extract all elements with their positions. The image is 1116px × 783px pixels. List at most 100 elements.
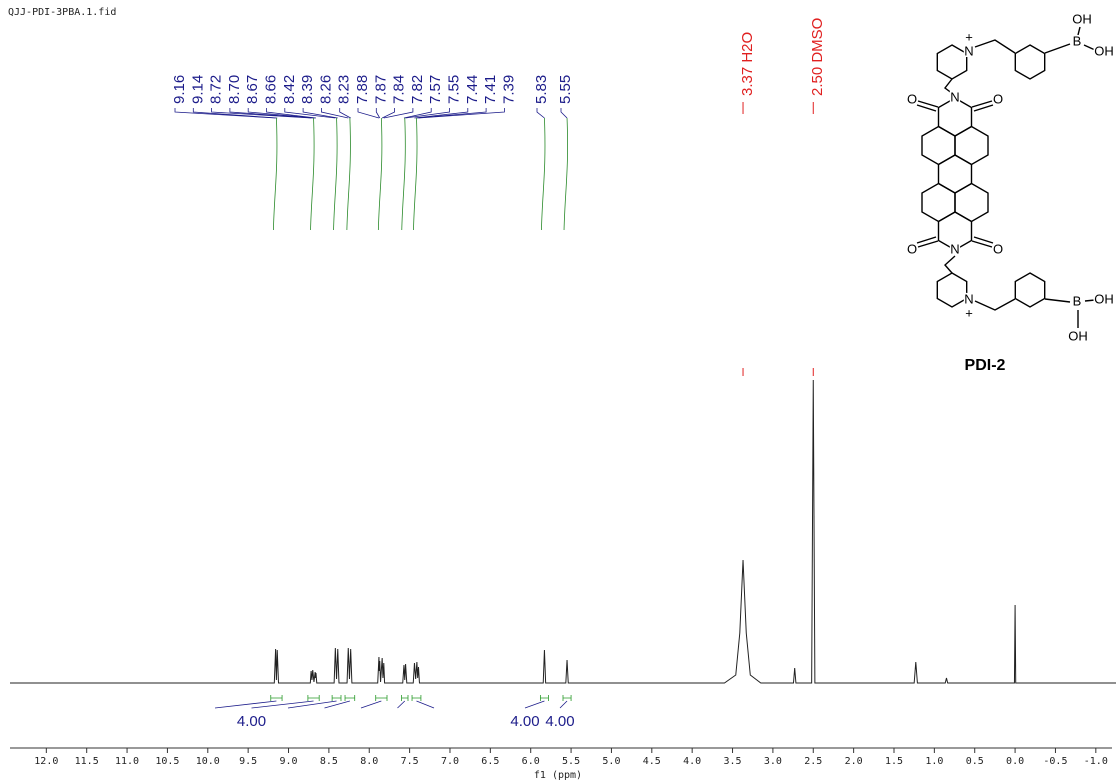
peak-leader	[560, 108, 568, 119]
x-tick-label: 8.5	[320, 756, 338, 767]
peak-leader	[536, 108, 545, 119]
integral-curve	[563, 117, 568, 231]
integral-curve	[346, 117, 351, 231]
peak-leader	[247, 108, 316, 119]
integral-leader	[559, 700, 568, 709]
x-tick-label: 0.0	[1006, 756, 1024, 767]
integral-curve	[333, 117, 338, 231]
atom-label: N	[950, 89, 959, 104]
bond	[973, 104, 994, 112]
spectrum-line	[10, 379, 1116, 684]
bond	[917, 100, 939, 108]
bond	[974, 39, 1016, 54]
peak-leader	[357, 108, 380, 119]
x-tick-label: 7.5	[401, 756, 419, 767]
solvent-label: 3.37 H2O	[739, 32, 756, 96]
integral-bracket	[539, 695, 549, 701]
integral-bracket	[344, 695, 356, 701]
ring	[937, 154, 973, 194]
peak-leader	[418, 108, 505, 119]
peak-leader	[381, 108, 396, 119]
peak-leader	[414, 108, 469, 119]
x-tick-label: 1.5	[885, 756, 903, 767]
integral-label: 4.00	[237, 713, 266, 730]
ring	[1014, 44, 1046, 80]
atom-label: B	[1073, 33, 1082, 48]
atom-label: OH	[1094, 291, 1114, 306]
peak-leader	[229, 108, 313, 119]
peak-label: 7.87	[372, 75, 389, 104]
peak-leader	[405, 108, 450, 119]
integral-curve	[401, 117, 406, 231]
peak-label: 7.44	[464, 75, 481, 104]
peak-label: 9.16	[171, 75, 188, 104]
peak-leader	[375, 108, 381, 119]
peak-leader	[266, 108, 317, 119]
peak-leader	[339, 108, 351, 119]
integral-bracket	[562, 695, 572, 701]
peak-label: 8.72	[208, 75, 225, 104]
bond	[1083, 44, 1096, 51]
integral-bracket	[401, 695, 409, 701]
ring	[937, 211, 973, 251]
integral-leader	[360, 700, 382, 709]
ring	[1014, 272, 1046, 308]
bond	[944, 255, 956, 274]
atom-label: O	[907, 241, 917, 256]
atom-label: N	[950, 241, 959, 256]
ring	[954, 125, 989, 166]
file-title: QJJ-PDI-3PBA.1.fid	[8, 7, 116, 18]
x-tick-label: 1.0	[925, 756, 943, 767]
bond	[971, 240, 993, 248]
integral-curve	[541, 117, 546, 231]
x-tick-label: 10.5	[155, 756, 179, 767]
x-tick-label: 2.0	[845, 756, 863, 767]
atom-label: O	[993, 241, 1003, 256]
integral-curve	[413, 117, 418, 231]
bond	[973, 236, 994, 244]
atom-label: O	[907, 91, 917, 106]
peak-leader	[320, 108, 349, 119]
peak-leader	[192, 108, 278, 119]
x-tick-label: 7.0	[441, 756, 459, 767]
ring	[936, 44, 968, 80]
x-tick-label: 2.5	[804, 756, 822, 767]
atom-label: O	[993, 91, 1003, 106]
peak-label: 8.67	[244, 75, 261, 104]
bond	[944, 78, 954, 95]
x-tick-label: 4.5	[643, 756, 661, 767]
integral-leader	[214, 700, 277, 709]
bond	[974, 298, 1016, 311]
peak-label: 7.55	[445, 75, 462, 104]
integral-leader	[324, 700, 350, 709]
peak-label: 7.41	[482, 75, 499, 104]
peak-label: 8.66	[262, 75, 279, 104]
x-tick-label: 8.0	[360, 756, 378, 767]
peak-label: 5.83	[533, 75, 550, 104]
peak-label: 7.88	[354, 75, 371, 104]
bond	[916, 236, 937, 244]
bond	[917, 240, 939, 248]
x-tick-label: 9.0	[279, 756, 297, 767]
atom-label: N	[964, 291, 973, 306]
integral-curve	[273, 117, 278, 231]
peak-label: 8.70	[226, 75, 243, 104]
peak-leader	[383, 108, 414, 119]
integral-curve	[377, 117, 383, 231]
x-tick-label: 6.0	[522, 756, 540, 767]
peak-leader	[284, 108, 336, 119]
ring	[921, 182, 956, 223]
bond	[916, 104, 937, 112]
ring	[954, 182, 989, 223]
atom-label: OH	[1072, 11, 1092, 26]
peak-label: 8.23	[336, 75, 353, 104]
x-tick-label: -0.5	[1043, 756, 1067, 767]
x-tick-label: 11.0	[115, 756, 139, 767]
peak-label: 8.39	[299, 75, 316, 104]
integral-bracket	[375, 695, 388, 701]
integral-leader	[397, 700, 406, 709]
x-tick-label: -1.0	[1084, 756, 1108, 767]
peak-leader	[174, 108, 276, 119]
integral-bracket	[270, 695, 283, 701]
